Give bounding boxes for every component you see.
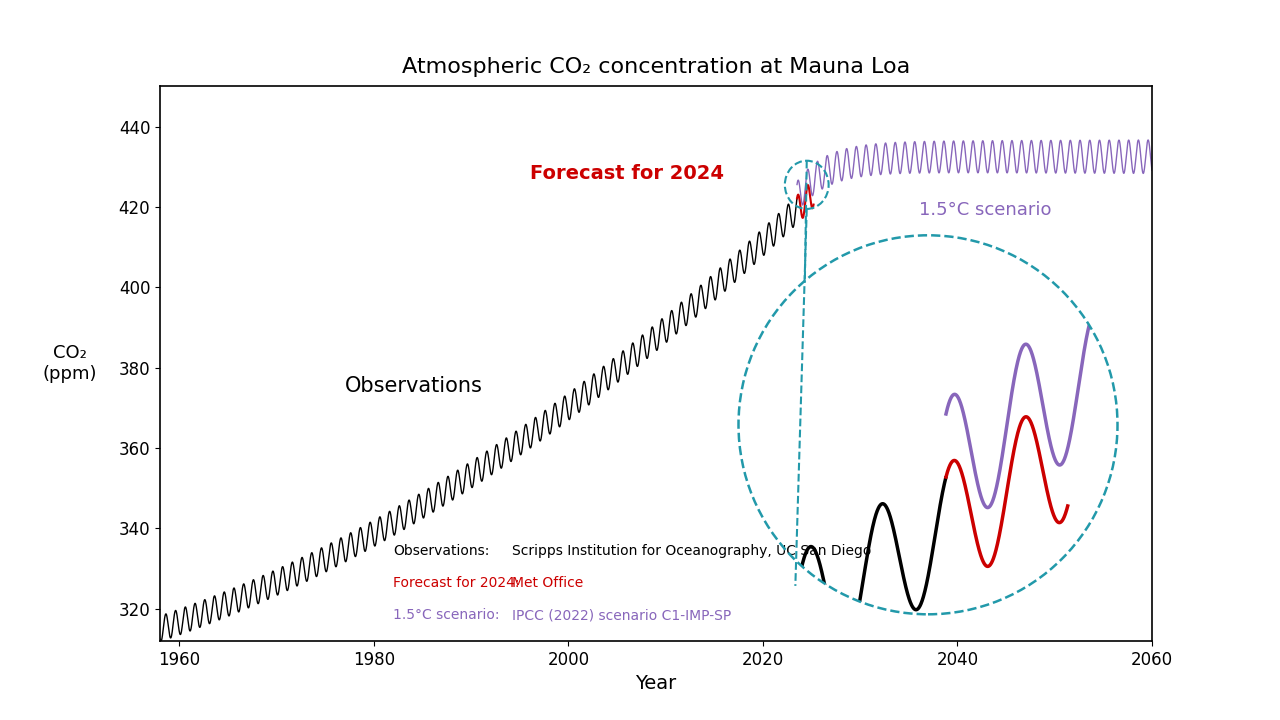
Text: 1.5°C scenario:: 1.5°C scenario:	[393, 608, 499, 622]
Text: IPCC (2022) scenario C1-IMP-SP: IPCC (2022) scenario C1-IMP-SP	[512, 608, 731, 622]
Text: Observations:: Observations:	[393, 544, 489, 558]
X-axis label: Year: Year	[635, 674, 677, 693]
Text: Met Office: Met Office	[512, 576, 584, 590]
Text: Scripps Institution for Oceanography, UC San Diego: Scripps Institution for Oceanography, UC…	[512, 544, 872, 558]
Text: Forecast for 2024:: Forecast for 2024:	[393, 576, 520, 590]
Text: Observations: Observations	[344, 376, 483, 396]
Text: Forecast for 2024: Forecast for 2024	[530, 163, 723, 183]
Text: 1.5°C scenario: 1.5°C scenario	[919, 201, 1051, 219]
Y-axis label: CO₂
(ppm): CO₂ (ppm)	[42, 344, 97, 383]
Title: Atmospheric CO₂ concentration at Mauna Loa: Atmospheric CO₂ concentration at Mauna L…	[402, 56, 910, 76]
